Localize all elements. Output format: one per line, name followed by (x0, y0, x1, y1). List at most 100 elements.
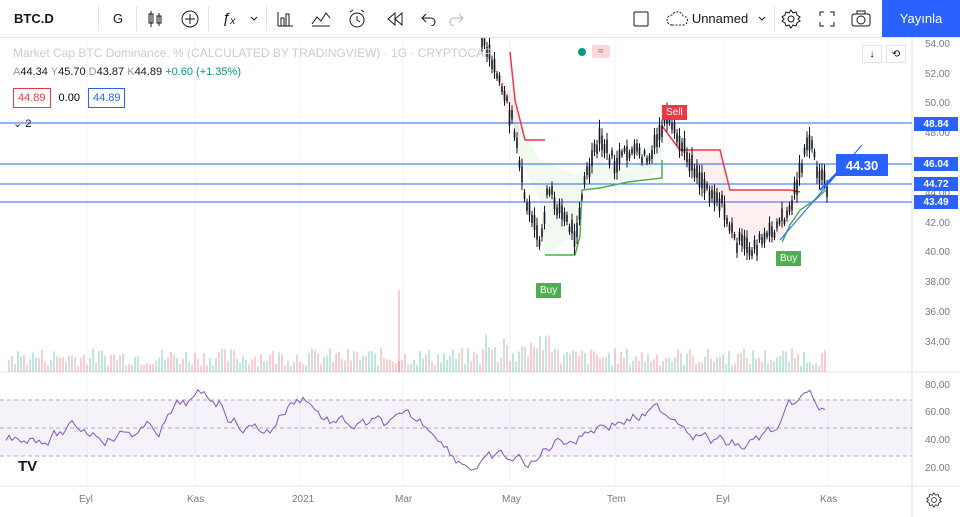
volume-bar (683, 364, 685, 372)
volume-bar (605, 357, 607, 372)
candle-body (753, 239, 756, 249)
indicators-button[interactable]: ƒₓ (221, 10, 237, 27)
volume-bar (575, 351, 577, 372)
volume-bar (281, 354, 283, 372)
candle-body (643, 150, 646, 155)
volume-bar (155, 360, 157, 372)
gear-icon[interactable] (926, 492, 942, 513)
undo-icon[interactable] (416, 0, 442, 37)
candle-body (713, 191, 716, 205)
volume-bar (131, 364, 133, 372)
volume-bar (764, 350, 766, 372)
volume-bar (206, 365, 208, 372)
collapse-indicators[interactable]: ⌄ 2 (13, 117, 31, 130)
volume-bar (20, 356, 22, 372)
volume-bar (188, 362, 190, 372)
volume-bar (467, 348, 469, 372)
volume-bar (344, 360, 346, 372)
chart-canvas[interactable] (0, 38, 960, 517)
candle-body (678, 135, 681, 151)
divider (208, 6, 209, 31)
volume-bar (704, 356, 706, 372)
gear-icon[interactable] (778, 0, 804, 37)
supertrend-up-line (545, 160, 663, 256)
indicator-inputs: 44.89 0.00 44.89 (13, 87, 126, 109)
volume-bar (332, 361, 334, 372)
candle-body (758, 234, 761, 241)
volume-bar (803, 352, 805, 372)
candle-body (683, 138, 686, 153)
time-tick: Mar (395, 494, 413, 505)
reset-icon[interactable]: ⟲ (886, 45, 906, 63)
candle-body (576, 222, 578, 238)
volume-bar (395, 363, 397, 372)
cloud-icon (664, 0, 690, 37)
compare-icon[interactable] (306, 0, 336, 37)
volume-bar (263, 361, 265, 372)
volume-bar (62, 357, 64, 372)
volume-bar (341, 359, 343, 372)
volume-bar (83, 354, 85, 372)
publish-button[interactable]: Yayınla (882, 0, 960, 37)
camera-icon[interactable] (848, 0, 874, 37)
chevron-down-icon[interactable] (246, 0, 262, 37)
alert-icon[interactable] (342, 0, 372, 37)
volume-bar (725, 364, 727, 372)
fullscreen-icon[interactable] (814, 0, 840, 37)
divider (136, 6, 137, 31)
candle-body (786, 210, 788, 218)
volume-bar (710, 358, 712, 372)
eye-icon[interactable] (578, 48, 586, 56)
candle-body (653, 134, 656, 148)
series-settings-icon[interactable]: ≈ (592, 45, 610, 58)
volume-bar (446, 359, 448, 372)
candles-icon[interactable] (142, 0, 168, 37)
volume-bar (590, 349, 592, 372)
symbol-search[interactable]: BTC.D (14, 11, 54, 26)
input-value-1[interactable]: 44.89 (13, 88, 51, 108)
candle-body (768, 222, 771, 236)
volume-bar (308, 353, 310, 372)
indicator-count: 2 (25, 118, 32, 130)
price-tick: 50.00 (924, 98, 950, 109)
volume-bar (440, 362, 442, 372)
volume-bar (335, 353, 337, 372)
volume-bar (737, 353, 739, 372)
volume-bar (758, 357, 760, 372)
volume-bar (191, 364, 193, 372)
volume-bar (749, 364, 751, 372)
candle-body (638, 147, 641, 155)
input-value-3[interactable]: 44.89 (87, 88, 126, 108)
layout-name[interactable]: Unnamed (691, 11, 749, 26)
volume-bar (398, 361, 400, 372)
volume-bar (416, 364, 418, 372)
candle-body (616, 158, 618, 173)
volume-bar (11, 355, 13, 372)
volume-bar (146, 363, 148, 372)
volume-bar (635, 356, 637, 372)
redo-icon[interactable] (444, 0, 468, 37)
add-indicator-icon[interactable] (176, 0, 204, 37)
select-layout-icon[interactable] (628, 0, 654, 37)
candle-body (811, 140, 813, 149)
candle-body (606, 139, 608, 154)
volume-bar (113, 354, 115, 372)
candle-body (631, 148, 633, 154)
interval-button[interactable]: G (112, 11, 124, 26)
candle-body (543, 211, 546, 224)
rsi-tick: 40.00 (924, 435, 950, 446)
bar-chart-icon[interactable] (272, 0, 298, 37)
volume-bar (497, 361, 499, 372)
scale-down-icon[interactable]: ↓ (862, 45, 882, 63)
candle-body (791, 200, 793, 211)
volume-bar (200, 365, 202, 372)
volume-bar (119, 355, 121, 372)
volume-bar (161, 349, 163, 372)
candle-body (736, 242, 738, 253)
candle-body (746, 237, 748, 253)
candle-body (536, 225, 538, 240)
chevron-down-icon[interactable] (754, 0, 770, 37)
volume-bar (452, 349, 454, 372)
volume-bar (386, 359, 388, 372)
replay-icon[interactable] (382, 0, 408, 37)
